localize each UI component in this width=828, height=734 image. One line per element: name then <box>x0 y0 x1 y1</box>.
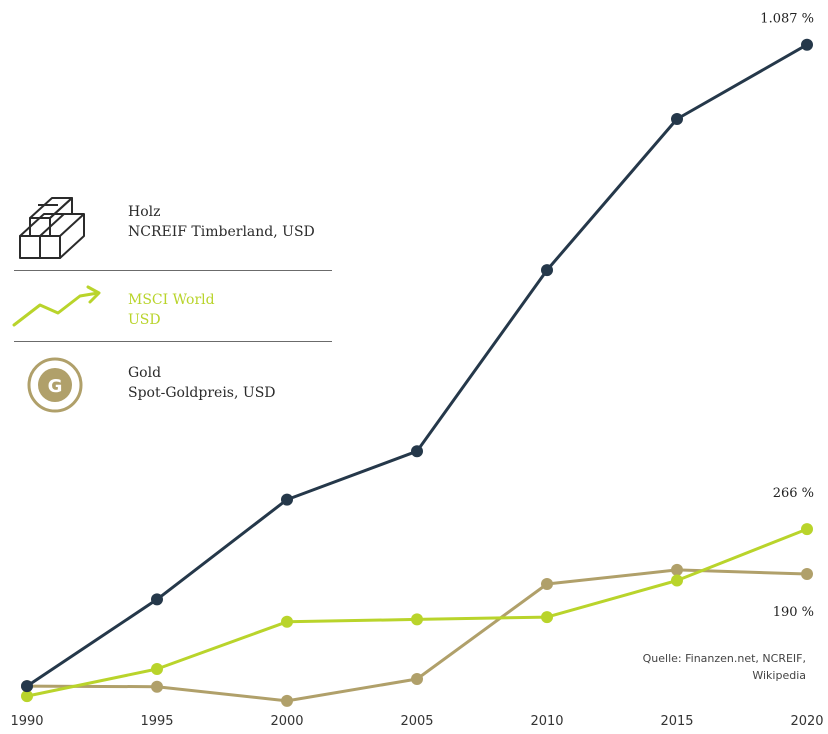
gold-coin-letter: G <box>48 376 63 397</box>
legend-divider <box>14 341 332 342</box>
x-tick-label: 1990 <box>10 714 43 729</box>
data-point-msci <box>151 663 163 675</box>
data-point-holz <box>801 38 813 51</box>
legend-gold-subtitle: Spot-Goldpreis, USD <box>128 385 276 401</box>
wood-stack-icon <box>19 197 85 259</box>
x-tick-label: 1995 <box>140 714 173 729</box>
data-point-gold <box>151 680 163 693</box>
legend-gold-title: Gold <box>128 365 162 381</box>
legend-divider <box>14 270 332 271</box>
legend-holz-subtitle: NCREIF Timberland, USD <box>128 224 315 240</box>
source-line-2: Wikipedia <box>752 669 806 682</box>
legend-msci-subtitle: USD <box>128 312 161 328</box>
data-point-holz <box>671 113 683 125</box>
data-point-gold <box>541 578 553 590</box>
end-label-msci: 266 % <box>773 486 814 501</box>
source-note: Quelle: Finanzen.net, NCREIF, Wikipedia <box>546 650 806 684</box>
data-point-gold <box>281 694 293 707</box>
data-point-holz <box>411 445 423 458</box>
data-point-holz <box>151 593 163 606</box>
x-tick-label: 2010 <box>530 714 563 729</box>
end-label-gold: 190 % <box>773 605 814 620</box>
x-tick-label: 2015 <box>660 714 693 729</box>
data-point-gold <box>411 673 423 685</box>
trend-arrow-icon <box>12 285 101 327</box>
legend-msci-title: MSCI World <box>128 292 215 308</box>
x-tick-label: 2005 <box>400 714 433 729</box>
data-point-msci <box>411 613 423 626</box>
source-line-1: Quelle: Finanzen.net, NCREIF, <box>642 652 806 665</box>
data-point-holz <box>541 264 553 277</box>
data-point-msci <box>281 615 293 628</box>
data-point-holz <box>21 680 33 693</box>
x-tick-label: 2000 <box>270 714 303 729</box>
end-label-holz: 1.087 % <box>760 12 814 27</box>
data-point-msci <box>801 523 813 536</box>
data-point-msci <box>671 574 683 587</box>
series-layer <box>21 38 813 707</box>
x-tick-label: 2020 <box>790 714 823 729</box>
legend-holz-title: Holz <box>128 204 161 220</box>
end-labels: 1.087 % 266 % 190 % <box>760 12 814 620</box>
gold-coin-icon: G <box>27 357 83 413</box>
data-point-msci <box>541 611 553 624</box>
data-point-msci <box>21 690 33 703</box>
data-point-holz <box>281 493 293 506</box>
x-axis-ticks: 1990 1995 2000 2005 2010 2015 2020 <box>10 714 823 729</box>
data-point-gold <box>671 563 683 576</box>
data-point-gold <box>801 568 813 580</box>
